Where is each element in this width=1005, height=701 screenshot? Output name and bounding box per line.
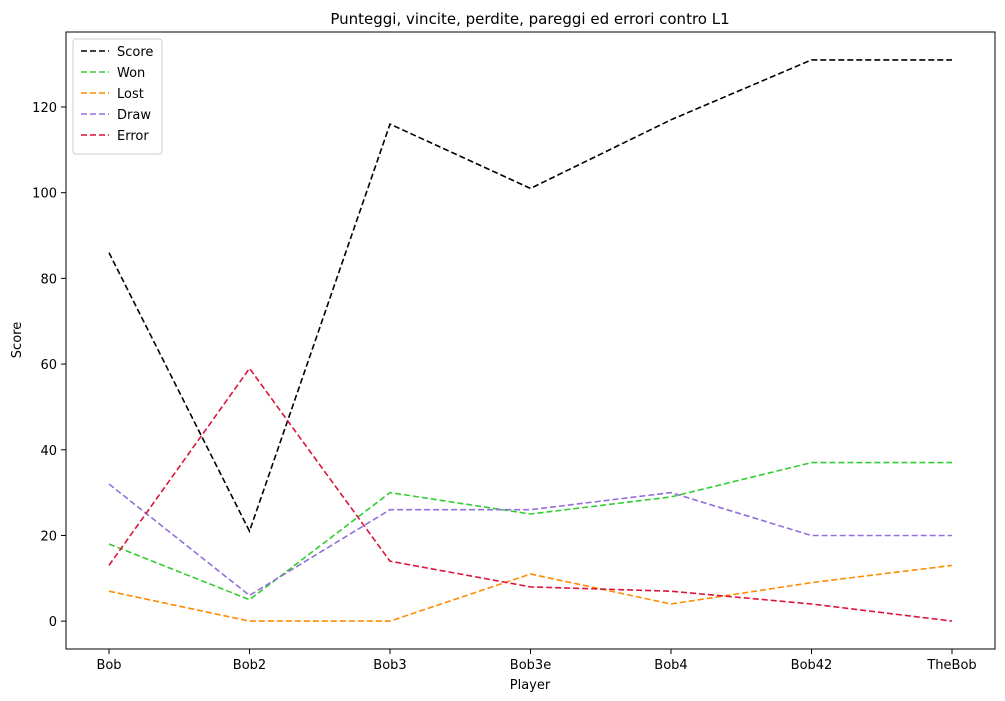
x-tick-label: Bob3 (373, 658, 406, 673)
series-line-error (108, 367, 953, 622)
y-tick-label: 120 (32, 101, 57, 116)
x-tick-label: TheBob (926, 658, 976, 673)
series-line-won (108, 461, 952, 601)
x-axis-title: Player (510, 678, 551, 693)
y-axis: 0 20 40 60 80 100 120 (32, 101, 66, 630)
legend-label: Score (117, 45, 153, 60)
series-line-lost (108, 564, 953, 622)
x-tick-label: Bob42 (791, 658, 833, 673)
y-tick-label: 80 (40, 272, 57, 287)
y-tick-label: 100 (32, 187, 57, 202)
x-tick-label: Bob (96, 658, 121, 673)
legend-box (72, 38, 163, 155)
legend-label: Draw (117, 108, 151, 123)
x-axis: Bob Bob2 Bob3 Bob3e Bob4 Bob42 TheBob (96, 649, 977, 673)
series-layer (108, 59, 953, 622)
x-tick-label: Bob3e (510, 658, 551, 673)
series-line-score (108, 59, 952, 534)
y-tick-label: 20 (40, 529, 57, 544)
x-tick-label: Bob4 (654, 658, 687, 673)
legend-label: Lost (117, 87, 144, 102)
series-line-draw (108, 483, 952, 597)
y-tick-label: 40 (40, 444, 57, 459)
x-tick-label: Bob2 (233, 658, 266, 673)
plot-area (65, 31, 996, 650)
chart-title: Punteggi, vincite, perdite, pareggi ed e… (330, 10, 729, 28)
legend: Score Won Lost Draw Error (72, 38, 163, 155)
legend-label: Error (117, 129, 149, 144)
legend-label: Won (117, 66, 145, 81)
y-tick-label: 0 (49, 615, 57, 630)
y-tick-label: 60 (40, 358, 57, 373)
y-axis-title: Score (10, 322, 25, 358)
